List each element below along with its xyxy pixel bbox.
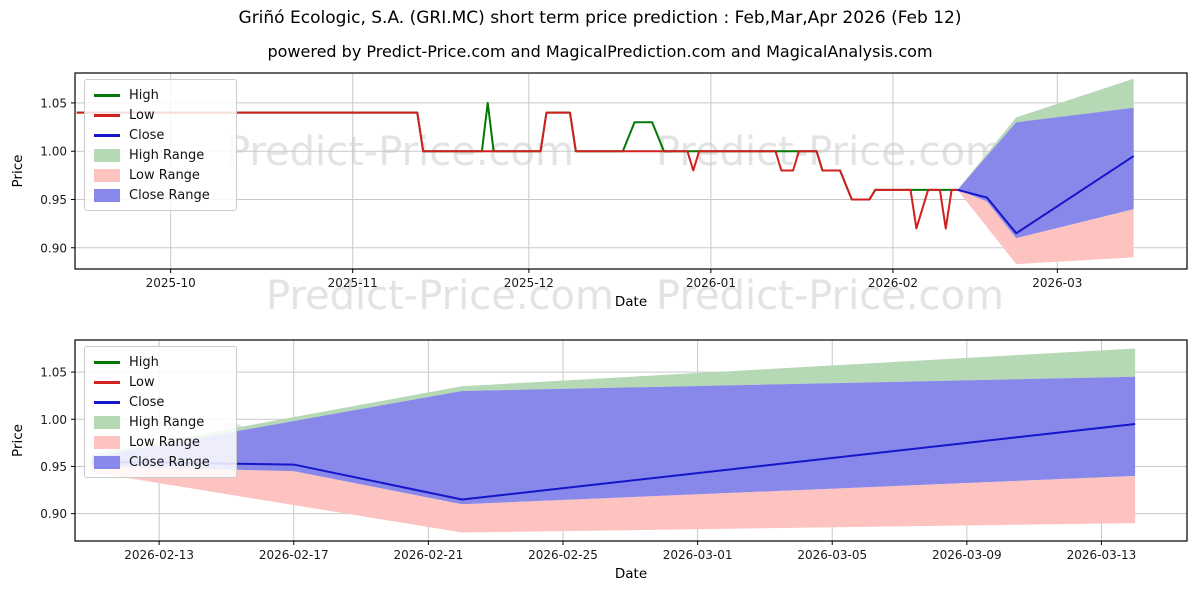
x-tick-label: 2025-12 xyxy=(504,276,554,290)
legend-item-high-range: High Range xyxy=(94,414,227,430)
legend-item-low-range: Low Range xyxy=(94,434,227,450)
x-tick-label: 2026-03-09 xyxy=(932,548,1002,562)
legend-label: Low Range xyxy=(129,434,200,450)
y-tick-label: 1.00 xyxy=(40,413,67,427)
legend-label: High Range xyxy=(129,414,205,430)
legend-patch-swatch xyxy=(94,188,120,202)
legend-patch-swatch xyxy=(94,455,120,469)
x-tick-label: 2026-02-13 xyxy=(124,548,194,562)
legend-item-high: High xyxy=(94,87,227,103)
band-low-range xyxy=(91,466,1136,533)
legend-label: High xyxy=(129,354,159,370)
legend-patch-swatch xyxy=(94,415,120,429)
legend-item-close-range: Close Range xyxy=(94,187,227,203)
y-axis-label: Price xyxy=(10,424,26,457)
legend-label: Close Range xyxy=(129,187,210,203)
legend-item-low: Low xyxy=(94,107,227,123)
line-low xyxy=(76,111,958,230)
axes-frame xyxy=(74,72,1188,270)
x-tick-label: 2026-02-17 xyxy=(259,548,329,562)
axes-frame xyxy=(74,339,1188,542)
y-tick-label: 0.90 xyxy=(40,507,67,521)
x-tick-label: 2025-10 xyxy=(146,276,196,290)
legend-line-swatch xyxy=(94,133,120,137)
watermark-text: Predict-Price.com xyxy=(656,273,1004,319)
legend-line-swatch xyxy=(94,360,120,364)
x-axis-label: Date xyxy=(615,566,647,582)
x-tick-label: 2026-03-13 xyxy=(1067,548,1137,562)
legend-line-swatch xyxy=(94,380,120,384)
legend-label: Low Range xyxy=(129,167,200,183)
band-close-range xyxy=(957,107,1134,239)
x-tick-label: 2026-02-25 xyxy=(528,548,598,562)
watermark-text: Predict-Price.com xyxy=(266,273,614,319)
legend-label: Close xyxy=(129,394,165,410)
band-low-range xyxy=(957,189,1134,265)
x-axis-label: Date xyxy=(615,294,647,310)
x-tick-label: 2026-03 xyxy=(1032,276,1082,290)
figure-subtitle: powered by Predict-Price.com and Magical… xyxy=(267,42,933,61)
x-tick-label: 2026-03-05 xyxy=(797,548,867,562)
y-tick-label: 1.05 xyxy=(40,96,67,110)
legend-label: High xyxy=(129,87,159,103)
legend-label: Low xyxy=(129,374,155,390)
x-tick-label: 2026-02-21 xyxy=(393,548,463,562)
legend-label: Close xyxy=(129,127,165,143)
legend-line-swatch xyxy=(94,113,120,117)
legend-label: Close Range xyxy=(129,454,210,470)
y-tick-label: 0.95 xyxy=(40,460,67,474)
legend-item-high: High xyxy=(94,354,227,370)
legend-item-high-range: High Range xyxy=(94,147,227,163)
legend-patch-swatch xyxy=(94,435,120,449)
legend-item-low: Low xyxy=(94,374,227,390)
legend-line-swatch xyxy=(94,400,120,404)
y-axis-label: Price xyxy=(10,155,26,188)
legend-item-close-range: Close Range xyxy=(94,454,227,470)
x-tick-label: 2026-02 xyxy=(868,276,918,290)
band-high-range xyxy=(957,78,1134,190)
legend-label: High Range xyxy=(129,147,205,163)
legend-bottom-chart: High Low Close High Range Low Range Close Ran… xyxy=(84,346,237,478)
line-close xyxy=(957,155,1135,235)
legend-patch-swatch xyxy=(94,168,120,182)
legend-top-chart: High Low Close High Range Low Range Close Ran… xyxy=(84,79,237,211)
x-tick-label: 2026-01 xyxy=(686,276,736,290)
y-tick-label: 0.95 xyxy=(40,193,67,207)
legend-line-swatch xyxy=(94,93,120,97)
band-close-range xyxy=(91,376,1136,505)
legend-item-close: Close xyxy=(94,127,227,143)
legend-item-low-range: Low Range xyxy=(94,167,227,183)
band-high-range xyxy=(91,348,1136,458)
x-tick-label: 2025-11 xyxy=(328,276,378,290)
y-tick-label: 1.05 xyxy=(40,366,67,380)
figure-title: Griñó Ecologic, S.A. (GRI.MC) short term… xyxy=(238,8,962,28)
y-tick-label: 1.00 xyxy=(40,145,67,159)
y-tick-label: 0.90 xyxy=(40,241,67,255)
legend-patch-swatch xyxy=(94,148,120,162)
legend-item-close: Close xyxy=(94,394,227,410)
x-tick-label: 2026-03-01 xyxy=(663,548,733,562)
legend-label: Low xyxy=(129,107,155,123)
